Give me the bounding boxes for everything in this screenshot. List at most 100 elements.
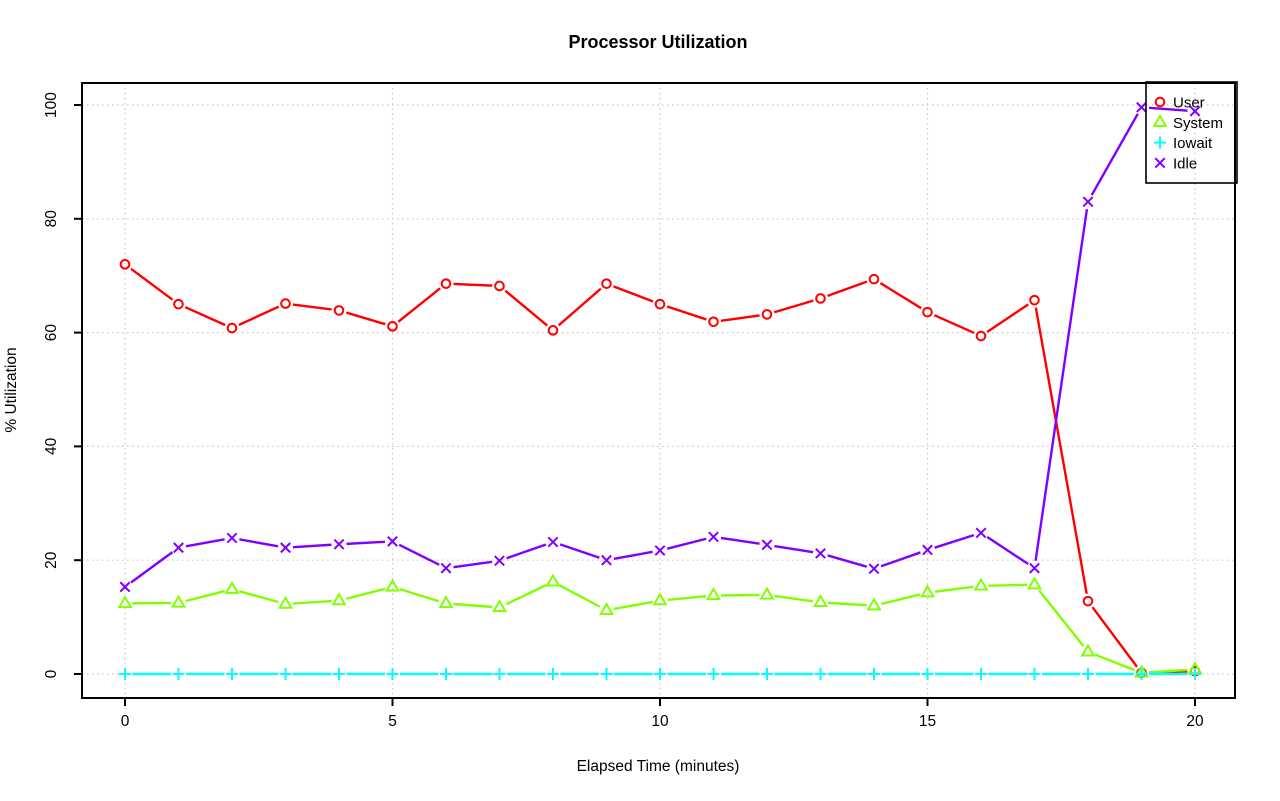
series-segment	[557, 287, 602, 327]
marker-x	[708, 531, 719, 543]
series-segment	[506, 543, 547, 560]
series-segment	[881, 593, 921, 606]
marker-triangle	[812, 594, 829, 608]
legend-box	[1145, 81, 1238, 184]
series-segment	[292, 599, 332, 605]
marker-x	[922, 544, 933, 556]
series-segment	[613, 285, 654, 303]
x-tick-label: 15	[919, 713, 936, 730]
marker-circle	[761, 309, 773, 320]
series-segment	[1148, 668, 1188, 674]
series-segment	[933, 314, 975, 335]
marker-x	[119, 581, 131, 593]
marker-triangle	[705, 587, 722, 601]
series-segment	[453, 602, 493, 609]
series-segment	[774, 544, 814, 554]
series-segment	[666, 305, 707, 321]
marker-circle	[119, 259, 131, 270]
legend: User System Iowait Idle	[1145, 81, 1238, 184]
x-tick-label: 5	[388, 713, 397, 730]
legend-label-idle: Idle	[1173, 155, 1197, 172]
series-segment	[185, 589, 226, 603]
series-segment	[934, 585, 974, 593]
series-segment	[346, 540, 386, 546]
marker-circle	[1082, 595, 1094, 607]
series-segment	[986, 303, 1029, 333]
series-segment	[184, 306, 226, 327]
series-iowait	[119, 668, 1201, 680]
series-segment	[345, 311, 386, 326]
marker-circle	[868, 273, 880, 285]
x-tick-label: 20	[1186, 713, 1204, 730]
series-segment	[880, 551, 921, 568]
series-segment	[292, 543, 332, 549]
axes-layer: 0 5 10 15 20 0 20 40 60 80 100	[43, 92, 1204, 730]
series-segment	[774, 594, 814, 603]
marker-triangle	[866, 597, 882, 611]
marker-triangle	[973, 577, 989, 591]
series-segment	[130, 267, 174, 301]
series-segment	[453, 560, 493, 569]
marker-x	[1189, 105, 1201, 117]
marker-triangle	[491, 599, 508, 613]
marker-triangle	[170, 594, 187, 608]
marker-triangle	[1026, 576, 1043, 590]
series-segment	[345, 587, 386, 600]
marker-circle	[440, 278, 452, 289]
series-segment	[130, 551, 174, 584]
marker-circle	[547, 325, 559, 336]
marker-x	[1029, 562, 1040, 574]
marker-triangle	[545, 573, 561, 587]
marker-circle	[1029, 294, 1040, 306]
series-segment	[453, 282, 493, 287]
marker-x	[1154, 157, 1166, 169]
marker-x	[547, 536, 559, 548]
marker-triangle	[224, 580, 240, 594]
marker-circle	[654, 298, 666, 310]
x-tick-label: 10	[651, 713, 669, 730]
series-segment	[934, 534, 975, 549]
series-segment	[292, 303, 332, 311]
marker-circle	[1154, 96, 1166, 108]
marker-x	[387, 536, 398, 547]
y-tick-label: 40	[43, 437, 60, 455]
marker-x	[815, 547, 826, 559]
series-segment	[1034, 208, 1089, 561]
series-segment	[720, 536, 760, 545]
series-segment	[1091, 606, 1138, 668]
series-segment	[1038, 589, 1085, 647]
series-segment	[773, 299, 814, 314]
series-segment	[504, 289, 548, 327]
marker-x	[1082, 196, 1094, 208]
series-segment	[667, 594, 707, 602]
marker-triangle	[652, 592, 668, 606]
marker-circle	[708, 316, 719, 328]
legend-label-system: System	[1173, 115, 1223, 132]
series-segment	[1034, 307, 1088, 594]
marker-x	[173, 542, 184, 554]
marker-x	[975, 527, 987, 539]
series-segment	[1094, 653, 1135, 672]
series-segment	[613, 600, 653, 611]
y-tick-label: 20	[43, 551, 60, 569]
marker-circle	[494, 280, 505, 292]
x-tick-label: 0	[121, 713, 130, 730]
series-segment	[185, 538, 225, 548]
y-tick-label: 100	[43, 92, 60, 118]
series-segment	[238, 305, 280, 327]
marker-x	[868, 563, 880, 575]
marker-circle	[975, 330, 987, 342]
marker-x	[494, 555, 505, 567]
marker-x	[333, 538, 345, 550]
marker-triangle	[331, 592, 347, 606]
marker-triangle	[598, 601, 615, 615]
series-segment	[879, 282, 922, 310]
series-idle	[119, 101, 1201, 593]
marker-x	[654, 545, 666, 556]
marker-circle	[333, 305, 345, 316]
marker-triangle	[759, 586, 775, 600]
y-tick-label: 0	[43, 669, 60, 678]
series-segment	[1090, 113, 1139, 196]
series-segment	[666, 537, 707, 550]
